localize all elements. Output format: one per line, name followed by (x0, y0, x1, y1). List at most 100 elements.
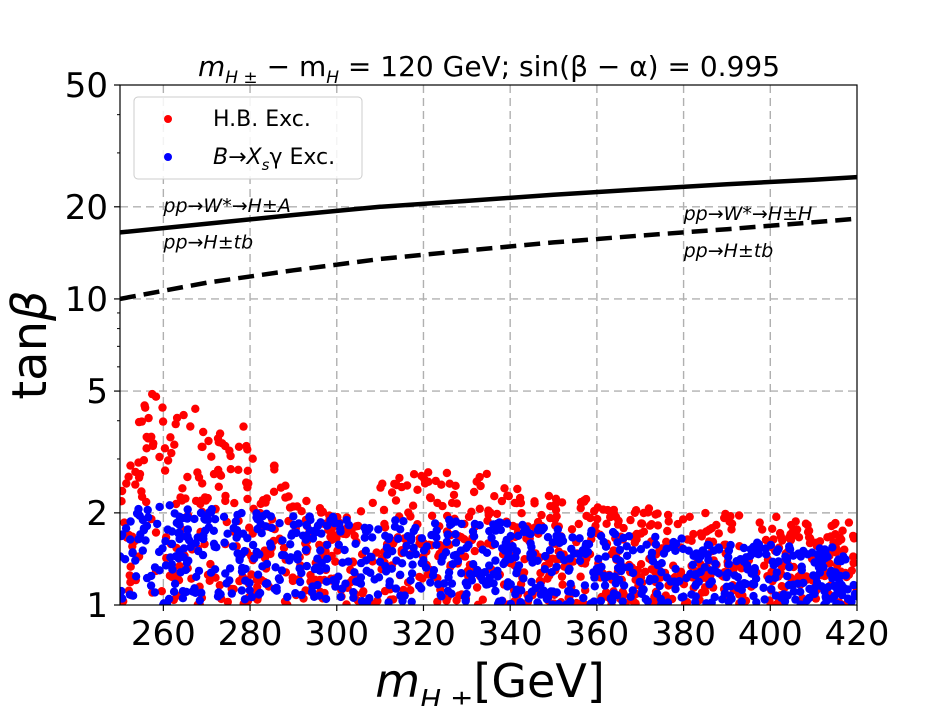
scatter-point-red (215, 581, 224, 590)
scatter-point-blue (575, 534, 584, 543)
scatter-point-red (801, 519, 811, 528)
scatter-point-blue (375, 557, 385, 567)
scatter-point-red (316, 508, 326, 517)
scatter-point-blue (506, 531, 515, 541)
scatter-point-blue (219, 512, 229, 521)
legend: H.B. Exc. B→Xsγ Exc. (133, 96, 363, 180)
scatter-point-red (678, 515, 688, 524)
scatter-point-blue (628, 586, 637, 595)
scatter-point-blue (524, 594, 533, 603)
scatter-point-blue (536, 590, 546, 599)
scatter-point-blue (774, 545, 783, 554)
scatter-point-red (196, 499, 205, 509)
scatter-point-blue (275, 519, 284, 528)
scatter-point-blue (397, 559, 407, 568)
scatter-point-blue (147, 571, 156, 581)
scatter-point-blue (144, 513, 153, 522)
scatter-point-red (442, 468, 452, 478)
scatter-point-red (645, 521, 655, 530)
scatter-point-blue (170, 579, 180, 588)
scatter-point-blue (501, 538, 510, 548)
scatter-point-blue (197, 588, 206, 597)
scatter-point-red (376, 483, 385, 492)
scatter-point-blue (541, 551, 550, 561)
scatter-point-blue (336, 592, 345, 602)
scatter-point-red (331, 557, 340, 566)
scatter-point-blue (349, 593, 358, 602)
scatter-point-blue (391, 516, 400, 525)
annotation-label: pp→H±tb (162, 232, 253, 254)
scatter-point-blue (506, 599, 516, 605)
scatter-point-blue (253, 570, 263, 579)
scatter-point-blue (181, 565, 190, 575)
scatter-point-red (837, 535, 846, 544)
scatter-point-red (226, 465, 235, 474)
scatter-point-blue (227, 589, 236, 598)
scatter-point-blue (663, 598, 673, 605)
scatter-point-red (285, 503, 295, 512)
scatter-point-blue (252, 547, 261, 557)
scatter-point-red (701, 527, 711, 536)
scatter-point-blue (391, 584, 401, 593)
scatter-point-red (223, 597, 232, 605)
scatter-point-blue (737, 597, 746, 605)
scatter-point-red (226, 451, 235, 461)
scatter-point-blue (726, 582, 736, 591)
x-tick-label: 300 (304, 614, 369, 654)
scatter-point-red (413, 485, 422, 494)
scatter-point-red (464, 512, 474, 521)
scatter-point-blue (141, 536, 150, 545)
scatter-point-blue (833, 573, 842, 583)
scatter-point-blue (247, 592, 256, 602)
annotation-label: pp→W*→H±H (683, 203, 813, 225)
scatter-point-blue (134, 535, 143, 544)
scatter-point-blue (669, 537, 678, 547)
scatter-point-blue (470, 519, 480, 529)
scatter-point-blue (799, 578, 808, 588)
scatter-point-blue (493, 599, 503, 605)
scatter-point-red (270, 465, 279, 474)
scatter-point-blue (225, 576, 234, 585)
scatter-point-red (276, 483, 286, 492)
scatter-point-blue (406, 535, 416, 545)
scatter-point-blue (464, 540, 473, 550)
x-tick-label: 360 (564, 614, 629, 654)
scatter-point-red (714, 529, 723, 538)
scatter-point-blue (357, 597, 367, 605)
annotations: pp→W*→H±A pp→H±tb pp→W*→H±H pp→H±tb (162, 195, 812, 262)
scatter-point-red (651, 510, 660, 519)
scatter-point-blue (163, 525, 172, 534)
scatter-point-red (137, 492, 147, 501)
scatter-point-blue (546, 587, 556, 596)
y-tick-label: 50 (65, 66, 108, 106)
scatter-point-blue (837, 580, 846, 590)
scatter-point-red (557, 498, 567, 507)
scatter-point-blue (449, 551, 459, 560)
scatter-point-blue (737, 585, 746, 594)
scatter-point-blue (533, 598, 542, 605)
scatter-point-blue (330, 518, 339, 528)
scatter-point-red (239, 422, 248, 431)
scatter-point-blue (411, 523, 420, 533)
scatter-point-red (805, 534, 815, 543)
scatter-point-blue (768, 557, 777, 566)
scatter-point-red (359, 587, 368, 596)
scatter-point-blue (741, 579, 751, 589)
scatter-point-blue (689, 551, 698, 560)
scatter-point-blue (188, 587, 197, 596)
scatter-point-blue (183, 532, 192, 541)
scatter-point-blue (485, 561, 494, 570)
scatter-point-blue (600, 574, 610, 583)
scatter-point-red (639, 527, 649, 536)
scatter-point-blue (255, 588, 265, 598)
scatter-point-red (701, 508, 710, 518)
scatter-point-red (379, 505, 389, 515)
x-tick-label: 400 (738, 614, 803, 654)
scatter-point-blue (419, 546, 429, 555)
scatter-point-blue (724, 552, 733, 562)
scatter-point-blue (168, 565, 177, 574)
scatter-point-blue (373, 590, 383, 599)
x-tick-label: 420 (825, 614, 890, 654)
scatter-point-red (120, 486, 127, 496)
